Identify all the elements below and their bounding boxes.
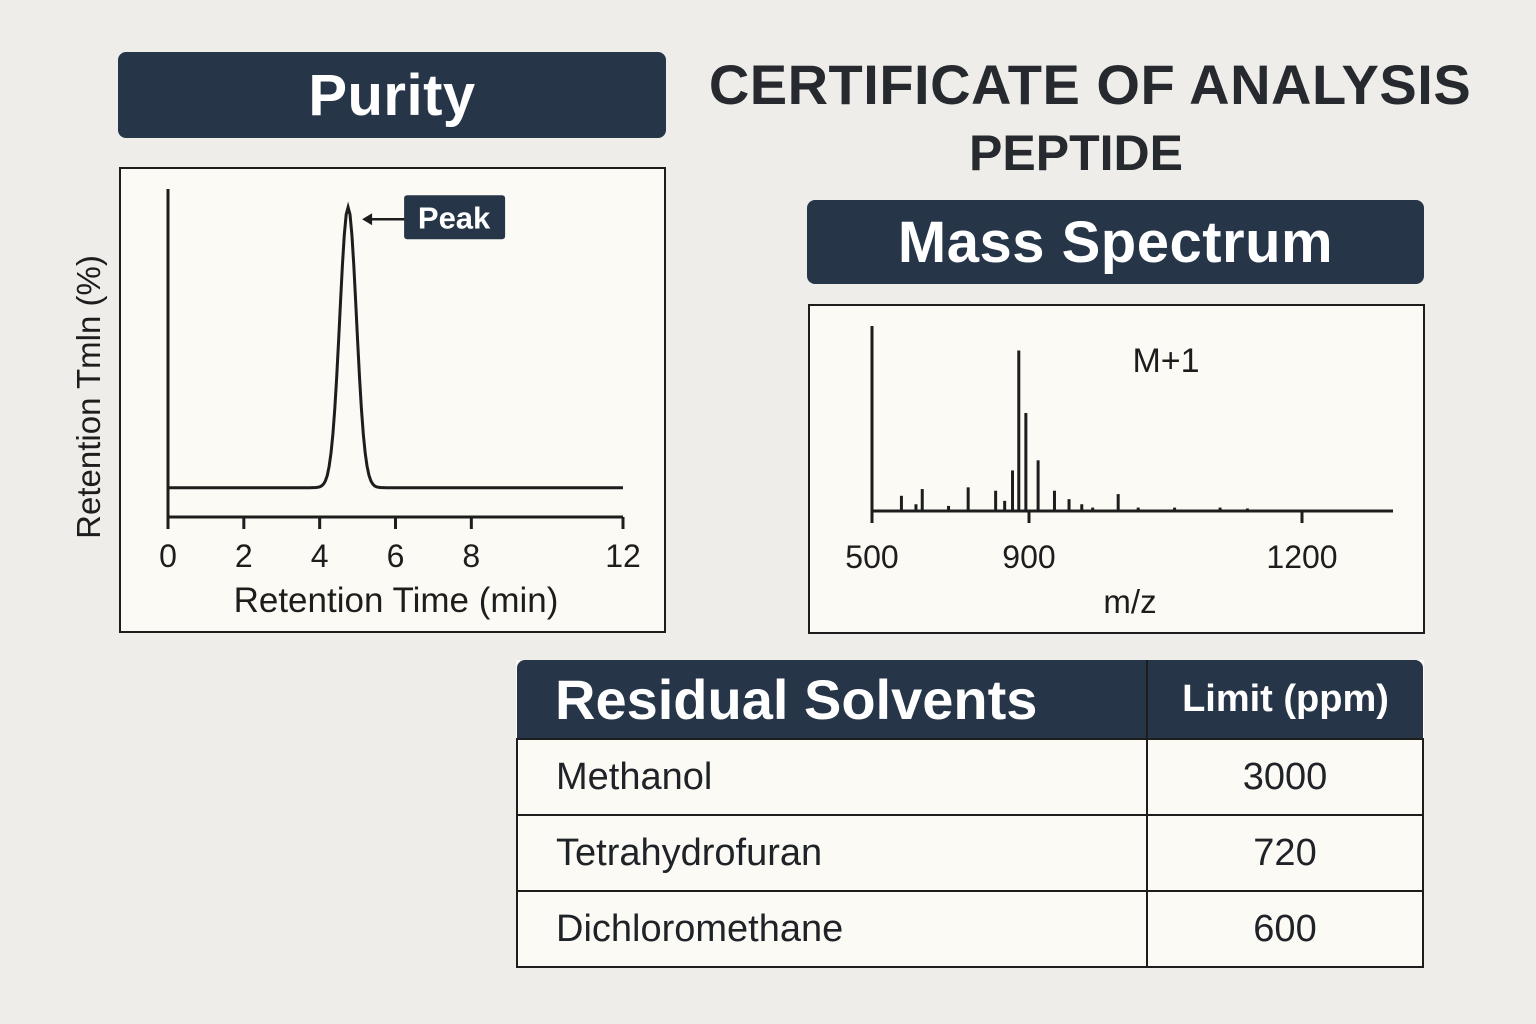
x-axis-label: m/z [1103, 583, 1156, 620]
table-row: Methanol 3000 [516, 738, 1424, 816]
x-tick-label: 4 [311, 538, 329, 574]
solvent-name: Tetrahydrofuran [516, 814, 1148, 892]
chromatogram-line [168, 201, 623, 490]
y-axis-label: Retention Tmln (%) [70, 255, 107, 539]
x-axis-label: Retention Time (min) [234, 581, 559, 620]
solvent-limit: 720 [1146, 814, 1424, 892]
purity-heading: Purity [118, 52, 666, 138]
solvent-limit: 3000 [1146, 738, 1424, 816]
x-tick-label: 6 [387, 538, 405, 574]
x-tick-label: 8 [462, 538, 480, 574]
table-header-row: Residual Solvents Limit (ppm) [517, 660, 1423, 739]
m-plus-1-annotation: M+1 [1132, 342, 1199, 380]
x-tick-label: 900 [1002, 539, 1055, 575]
purity-chart-panel: 0 2 4 6 8 12 Peak Retention Time (min) [119, 167, 666, 633]
mass-spectrum-chart: 500 900 1200 M+1 m/z [845, 326, 1393, 620]
solvent-name: Methanol [516, 738, 1148, 816]
peak-label: Peak [418, 200, 491, 235]
x-tick-label: 2 [235, 538, 253, 574]
x-tick-label: 1200 [1266, 539, 1337, 575]
peak-arrowhead [362, 213, 373, 226]
table-row: Dichloromethane 600 [516, 890, 1424, 968]
limit-header: Limit (ppm) [1147, 660, 1423, 739]
mass-spectrum-heading: Mass Spectrum [807, 200, 1424, 284]
solvent-name: Dichloromethane [516, 890, 1148, 968]
page-title: CERTIFICATE OF ANALYSIS [708, 53, 1472, 116]
residual-solvents-table: Residual Solvents Limit (ppm) Methanol 3… [516, 660, 1424, 968]
purity-chart: 0 2 4 6 8 12 Peak Retention Time (min) [159, 189, 641, 620]
x-tick-label: 12 [605, 538, 641, 574]
purity-y-axis-label-wrap: Retention Tmln (%) [70, 255, 107, 539]
mass-spectrum-panel: 500 900 1200 M+1 m/z [808, 304, 1425, 634]
x-tick-label: 0 [159, 538, 177, 574]
peak-label-box [404, 195, 506, 240]
page-subtitle: PEPTIDE [969, 125, 1183, 181]
solvent-limit: 600 [1146, 890, 1424, 968]
x-tick-label: 500 [845, 539, 898, 575]
solvents-heading: Residual Solvents [517, 660, 1148, 739]
table-row: Tetrahydrofuran 720 [516, 814, 1424, 892]
